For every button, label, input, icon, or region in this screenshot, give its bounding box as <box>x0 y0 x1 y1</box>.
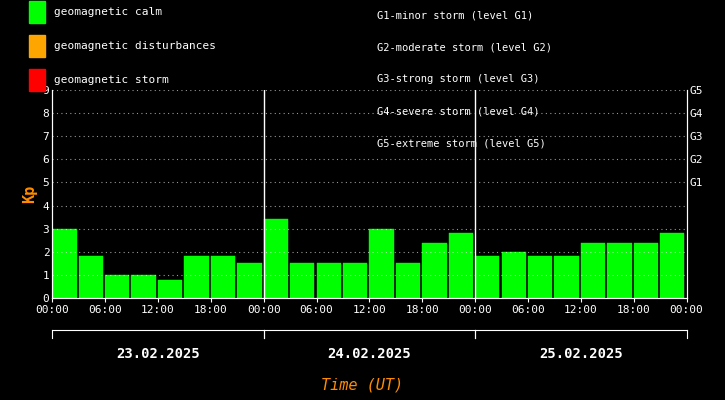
Bar <box>502 252 526 298</box>
Bar <box>422 242 447 298</box>
Text: 23.02.2025: 23.02.2025 <box>116 347 200 361</box>
Bar <box>211 256 235 298</box>
Bar <box>131 275 156 298</box>
Bar <box>581 242 605 298</box>
Bar <box>158 280 182 298</box>
Bar <box>105 275 129 298</box>
Text: G5-extreme storm (level G5): G5-extreme storm (level G5) <box>377 138 546 148</box>
Bar <box>528 256 552 298</box>
Bar <box>475 256 500 298</box>
Text: geomagnetic calm: geomagnetic calm <box>54 7 162 17</box>
Bar <box>634 242 658 298</box>
Bar <box>608 242 631 298</box>
Bar <box>369 229 394 298</box>
Bar <box>237 263 262 298</box>
Text: G1-minor storm (level G1): G1-minor storm (level G1) <box>377 10 534 20</box>
Text: 25.02.2025: 25.02.2025 <box>539 347 623 361</box>
Y-axis label: Kp: Kp <box>22 185 37 203</box>
Bar <box>184 256 209 298</box>
Bar <box>555 256 579 298</box>
Bar <box>78 256 103 298</box>
Bar <box>343 263 368 298</box>
Text: Time (UT): Time (UT) <box>321 377 404 392</box>
Bar <box>449 233 473 298</box>
Bar <box>660 233 684 298</box>
Text: geomagnetic storm: geomagnetic storm <box>54 75 168 85</box>
Bar <box>52 229 77 298</box>
Bar <box>396 263 420 298</box>
Text: geomagnetic disturbances: geomagnetic disturbances <box>54 41 215 51</box>
Text: G3-strong storm (level G3): G3-strong storm (level G3) <box>377 74 539 84</box>
Text: 24.02.2025: 24.02.2025 <box>328 347 411 361</box>
Text: G4-severe storm (level G4): G4-severe storm (level G4) <box>377 106 539 116</box>
Bar <box>264 220 288 298</box>
Bar <box>290 263 315 298</box>
Text: G2-moderate storm (level G2): G2-moderate storm (level G2) <box>377 42 552 52</box>
Bar <box>317 263 341 298</box>
